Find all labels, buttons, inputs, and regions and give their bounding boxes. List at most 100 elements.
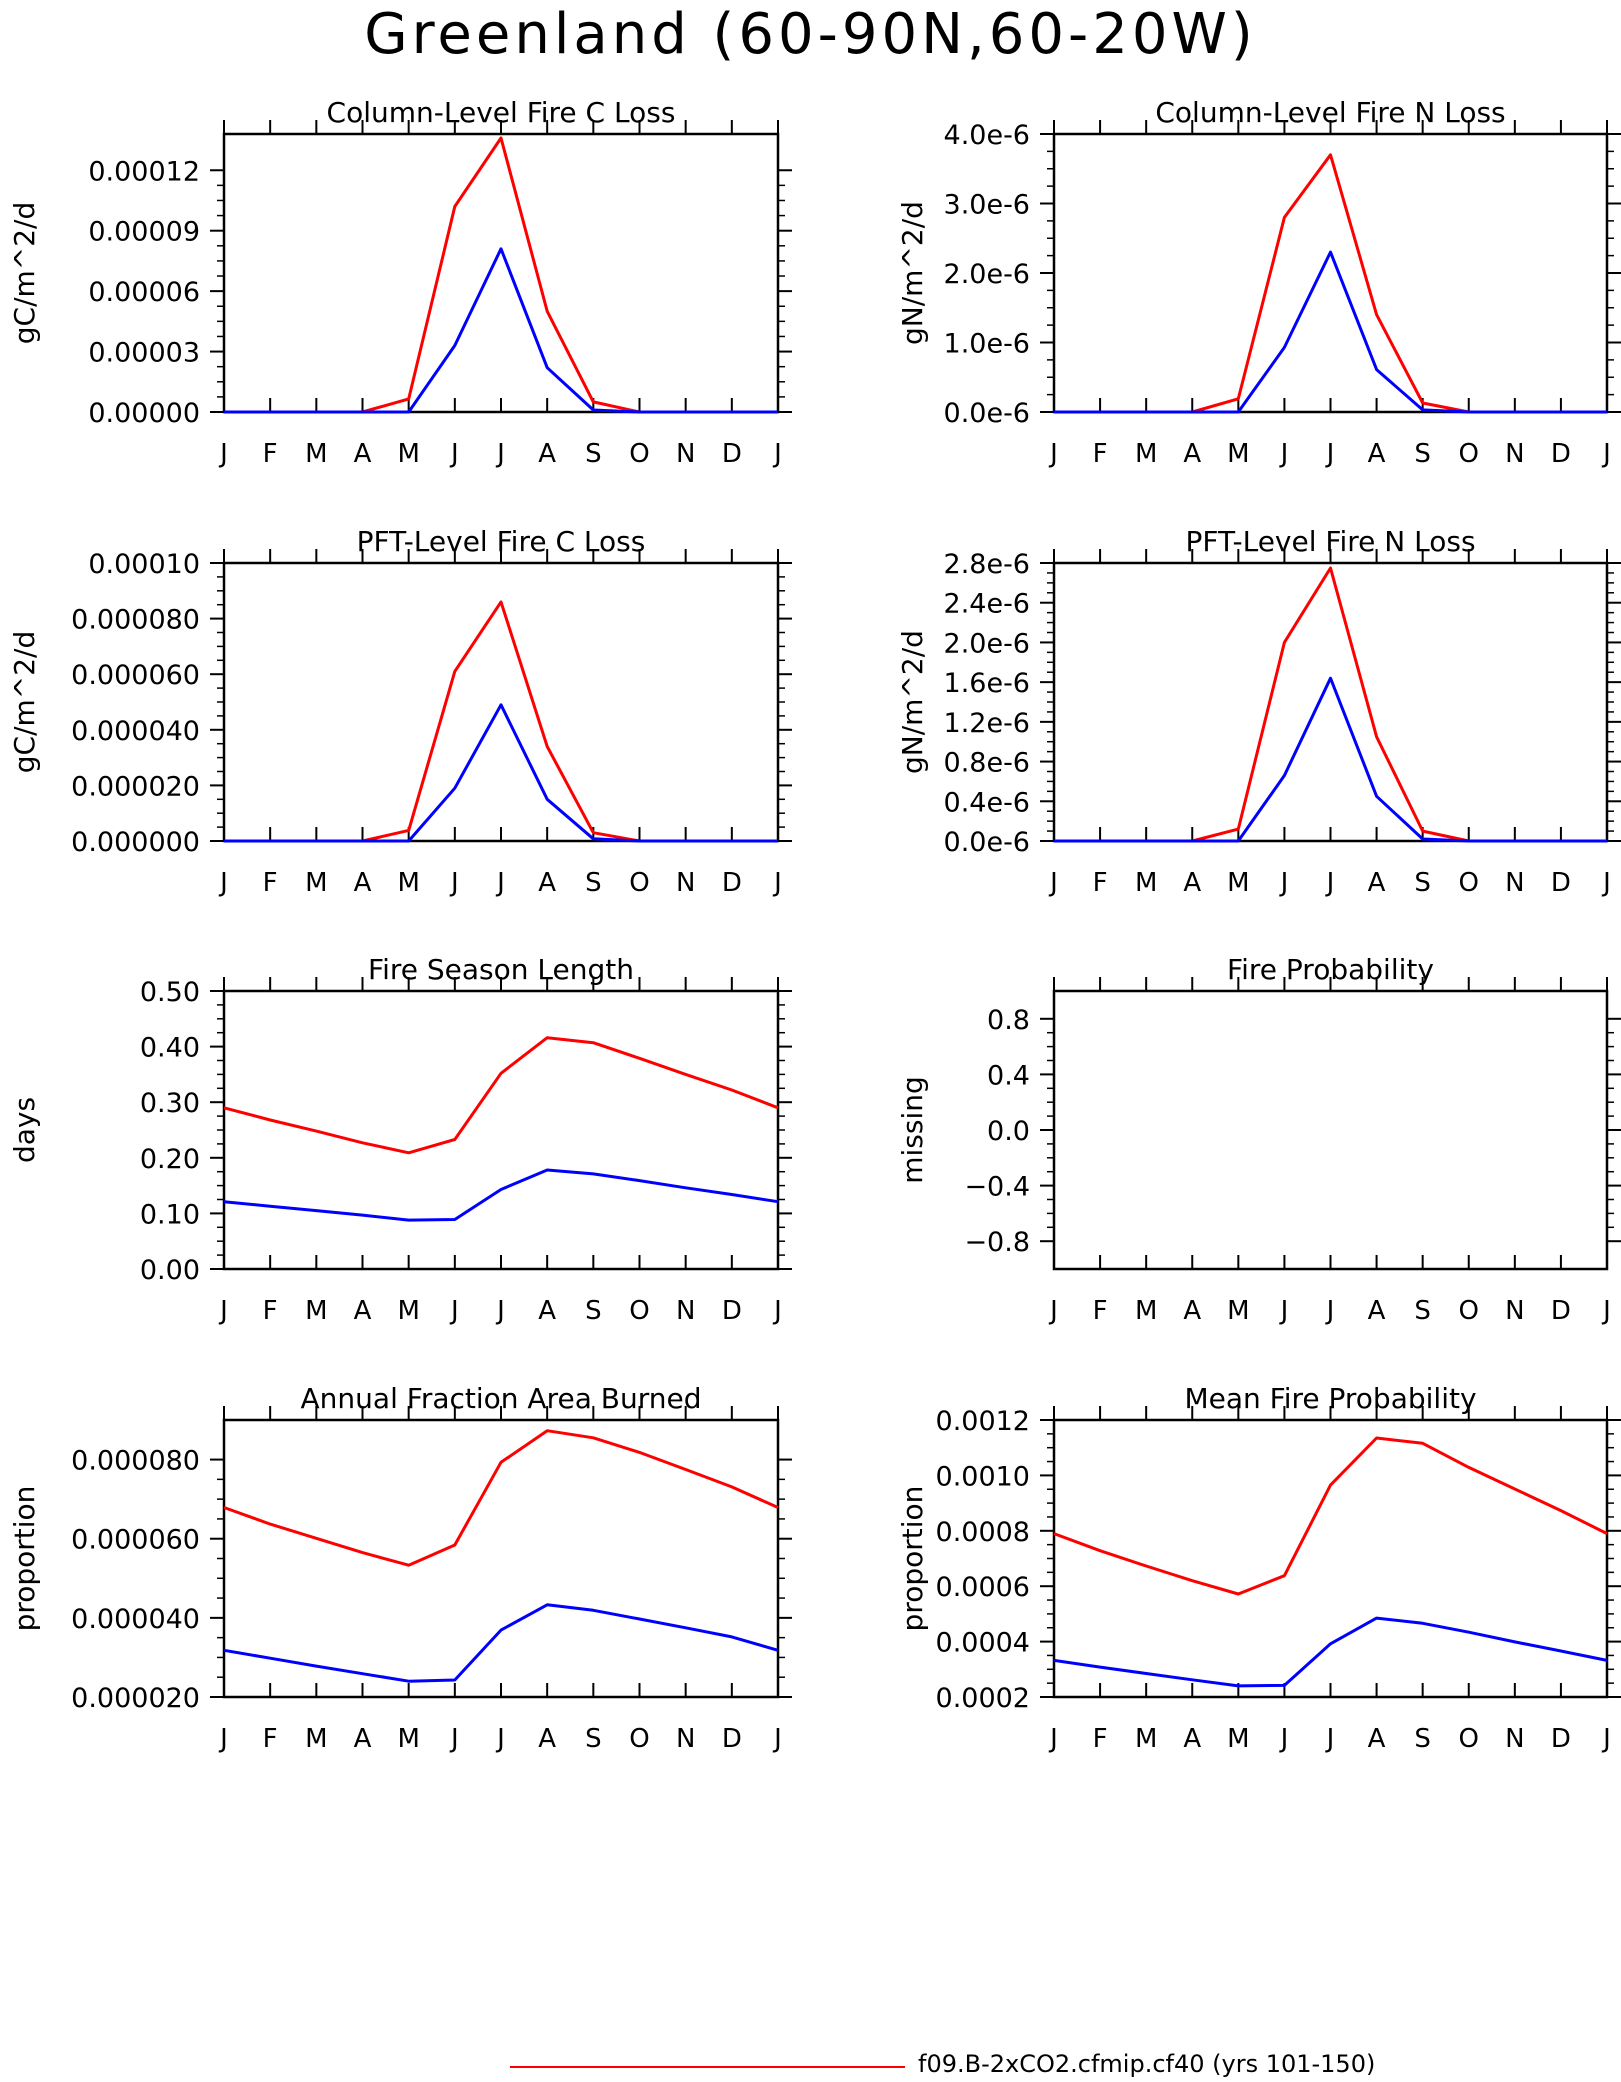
x-tick-label: S — [585, 1296, 602, 1326]
x-tick-label: S — [585, 868, 602, 898]
y-axis-label: missing — [896, 1076, 929, 1184]
x-tick-label: A — [1368, 439, 1386, 469]
x-tick-label: F — [1093, 1296, 1108, 1326]
plot-frame — [1052, 1418, 1609, 1699]
chart-title: PFT-Level Fire C Loss — [357, 525, 646, 558]
x-tick-label: M — [305, 1296, 327, 1326]
chart-title: Annual Fraction Area Burned — [301, 1382, 702, 1415]
chart-panel-1: J F M A M J J A S O N D J0.000000.000030.000060.0000… — [8, 96, 792, 469]
y-tick-label: 0.0004 — [936, 1628, 1030, 1659]
y-tick-label: 0.0 — [987, 1116, 1030, 1147]
x-tick-label: J — [1279, 1724, 1289, 1754]
chart-title: Column-Level Fire C Loss — [327, 96, 676, 129]
x-tick-label: M — [1227, 1724, 1249, 1754]
series-line-blue — [223, 1168, 779, 1222]
x-tick-label: M — [397, 439, 419, 469]
x-tick-label: A — [538, 1724, 556, 1754]
x-tick-label: J — [1048, 1296, 1058, 1326]
y-tick-label: 4.0e-6 — [944, 120, 1030, 151]
chart-panel-7: J F M A M J J A S O N D J0.0000200.0000400.0000600.0… — [8, 1382, 792, 1754]
plot-frame — [1052, 132, 1609, 414]
y-tick-label: 0.50 — [140, 977, 200, 1008]
x-tick-label: J — [1048, 1724, 1058, 1754]
x-tick-label: J — [449, 1296, 459, 1326]
x-tick-label: S — [1414, 439, 1431, 469]
x-tick-label: J — [218, 1296, 228, 1326]
series-line-red — [1054, 566, 1607, 843]
x-tick-label: A — [538, 868, 556, 898]
x-tick-label: N — [1505, 1724, 1524, 1754]
y-tick-label: 0.00003 — [88, 338, 200, 369]
y-tick-label: 0.000080 — [71, 605, 200, 636]
y-tick-label: 0.000020 — [71, 1683, 200, 1714]
y-tick-label: 0.000020 — [71, 771, 200, 802]
x-tick-label: M — [1227, 439, 1249, 469]
series-line-blue — [1054, 676, 1607, 843]
x-tick-label: J — [495, 439, 505, 469]
x-tick-label: J — [1048, 439, 1058, 469]
x-tick-label: D — [722, 868, 742, 898]
x-tick-label: J — [772, 439, 782, 469]
x-tick-label: O — [629, 1296, 649, 1326]
y-tick-label: 0.0002 — [936, 1683, 1030, 1714]
x-tick-label: J — [1279, 439, 1289, 469]
x-tick-label: J — [218, 1724, 228, 1754]
y-tick-label: 0.00000 — [88, 398, 200, 429]
chart-title: Fire Season Length — [368, 953, 634, 986]
y-tick-label: 0.40 — [140, 1033, 200, 1064]
x-tick-label: M — [1227, 1296, 1249, 1326]
x-tick-label: D — [1551, 1724, 1571, 1754]
x-tick-label: J — [1048, 868, 1058, 898]
x-tick-label: S — [1414, 868, 1431, 898]
x-tick-label: J — [449, 439, 459, 469]
x-tick-label: D — [722, 439, 742, 469]
y-tick-label: 0.000040 — [71, 1604, 200, 1635]
y-tick-label: 0.0010 — [936, 1461, 1030, 1492]
x-tick-label: N — [1505, 439, 1524, 469]
x-tick-label: J — [1325, 439, 1335, 469]
y-axis-label: days — [8, 1097, 41, 1163]
plot-frame — [1052, 989, 1609, 1271]
x-tick-label: J — [1325, 1296, 1335, 1326]
x-tick-label: F — [1093, 439, 1108, 469]
series-line-red — [224, 136, 778, 414]
y-tick-label: 0.30 — [140, 1088, 200, 1119]
x-tick-label: M — [1135, 1724, 1157, 1754]
y-tick-label: −0.8 — [964, 1227, 1030, 1258]
chart-panel-5: J F M A M J J A S O N D J0.000.100.200.300.400.50Fir… — [8, 953, 792, 1326]
x-tick-label: D — [722, 1724, 742, 1754]
y-tick-label: 0.0e-6 — [944, 827, 1030, 858]
x-tick-label: A — [538, 439, 556, 469]
y-tick-label: 1.2e-6 — [944, 708, 1030, 739]
y-tick-label: 0.000060 — [71, 1525, 200, 1556]
x-tick-label: A — [354, 1724, 372, 1754]
x-tick-label: F — [263, 439, 278, 469]
x-tick-label: S — [585, 439, 602, 469]
x-tick-label: D — [1551, 868, 1571, 898]
y-tick-label: 0.0e-6 — [944, 398, 1030, 429]
x-tick-label: J — [1601, 868, 1611, 898]
series-line-red — [1054, 153, 1607, 414]
x-tick-label: J — [1325, 868, 1335, 898]
series-line-blue — [1054, 250, 1607, 414]
y-tick-label: 0.00012 — [88, 156, 200, 187]
x-tick-label: M — [1135, 1296, 1157, 1326]
y-tick-label: 0.0008 — [936, 1517, 1030, 1548]
series-line-blue — [1053, 1616, 1608, 1688]
x-tick-label: J — [1325, 1724, 1335, 1754]
y-tick-label: 2.8e-6 — [944, 549, 1030, 580]
x-tick-label: O — [629, 1724, 649, 1754]
series-line-blue — [223, 1603, 779, 1683]
x-tick-label: F — [263, 1296, 278, 1326]
y-tick-label: 1.6e-6 — [944, 668, 1030, 699]
x-tick-label: J — [1601, 439, 1611, 469]
y-tick-label: 2.0e-6 — [944, 628, 1030, 659]
series-line-blue — [224, 703, 778, 843]
y-tick-label: 0.000000 — [71, 827, 200, 858]
x-tick-label: S — [1414, 1724, 1431, 1754]
x-tick-label: O — [629, 439, 649, 469]
x-tick-label: J — [495, 1296, 505, 1326]
chart-panel-8: J F M A M J J A S O N D J0.00020.00040.00060.00080.0… — [896, 1382, 1621, 1754]
x-tick-label: A — [1183, 439, 1201, 469]
x-tick-label: M — [305, 1724, 327, 1754]
